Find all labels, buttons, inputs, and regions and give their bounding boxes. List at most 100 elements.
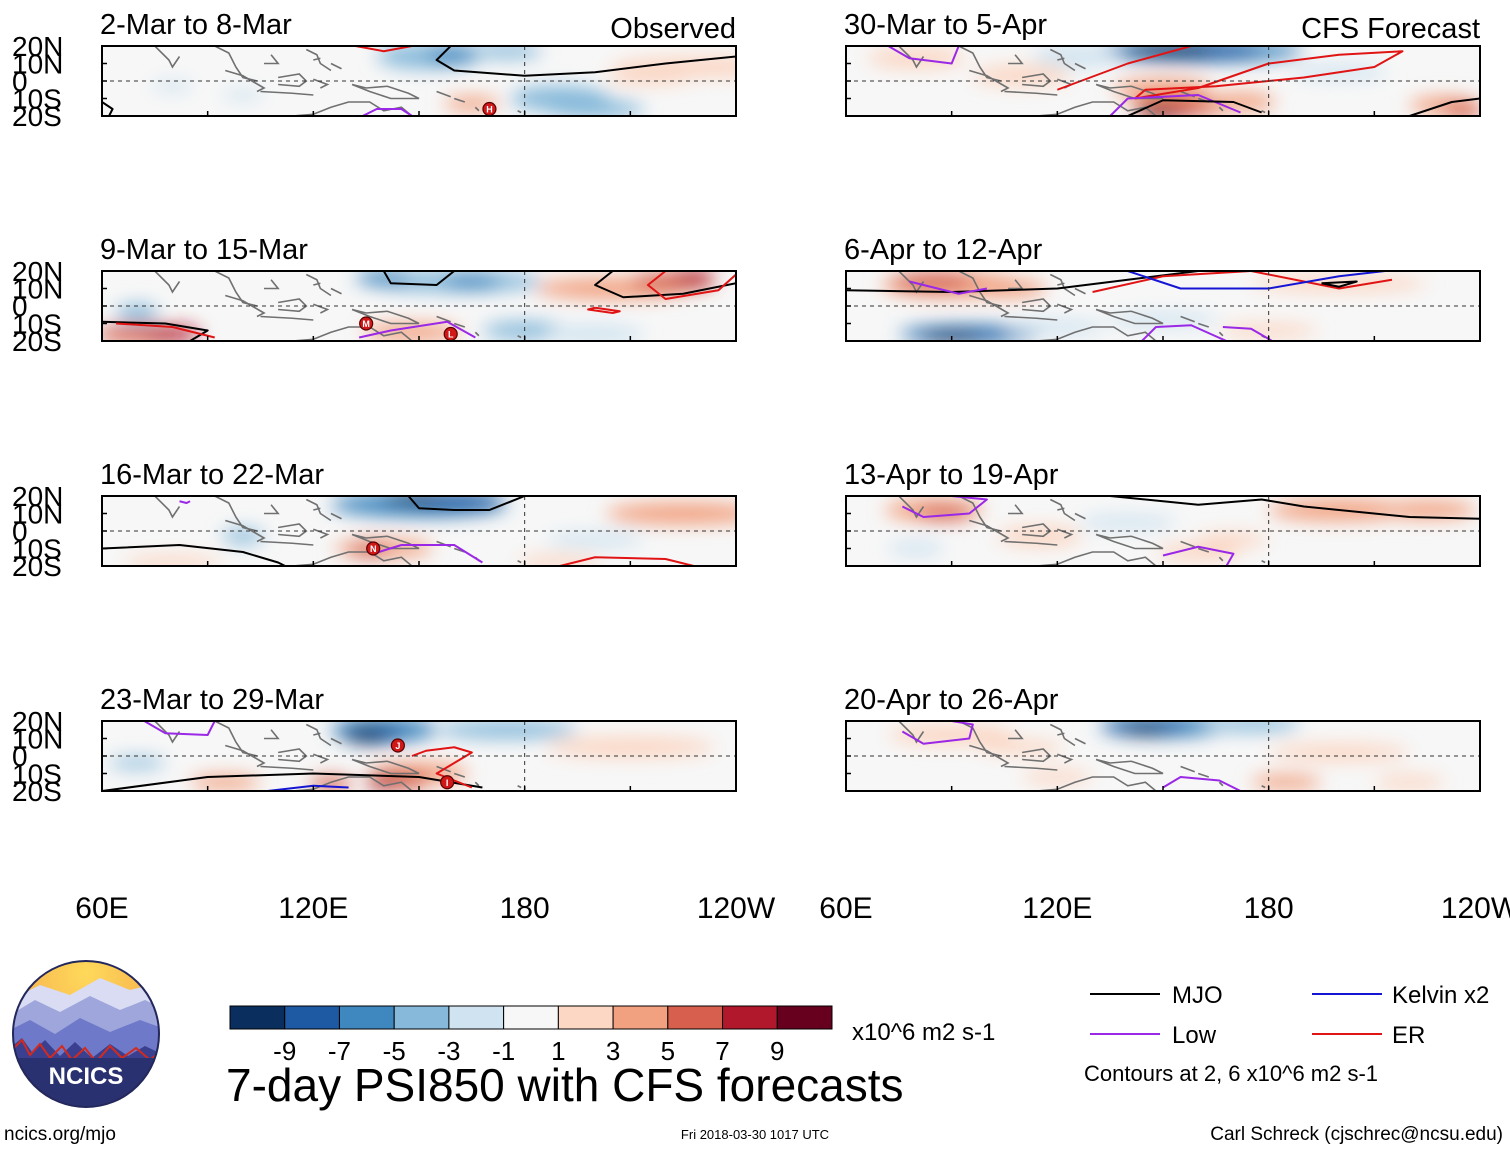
coastline — [453, 772, 466, 778]
coastline — [1261, 785, 1266, 789]
colorbar-swatch — [557, 1005, 614, 1030]
coastline — [351, 758, 420, 775]
anomaly-blob — [545, 736, 715, 758]
legend-label-low: Low — [1172, 1022, 1217, 1049]
anomaly-blob — [1377, 501, 1477, 519]
contour-line — [1109, 94, 1241, 116]
storm-id: M — [362, 319, 370, 329]
ncics-logo: NCICS — [12, 960, 160, 1108]
storm-id: L — [448, 330, 454, 340]
coastline — [1180, 540, 1195, 548]
contour-line — [901, 496, 988, 518]
panel-7: 13-Apr to 19-Apr — [844, 459, 1481, 567]
coastline — [330, 512, 342, 520]
contour-line — [559, 556, 694, 566]
anomaly-blob — [888, 541, 945, 556]
panel-5: 30-Mar to 5-Apr CFS Forecast — [844, 9, 1481, 117]
coastline — [1074, 737, 1086, 745]
contour-line — [102, 544, 286, 566]
coastline — [1261, 110, 1266, 114]
y-tick-label: 20N — [12, 256, 63, 287]
anomaly-blob — [355, 271, 412, 285]
credit: Carl Schreck (cjschrec@ncsu.edu) — [1210, 1124, 1503, 1145]
panel-label: 16-Mar to 22-Mar — [100, 459, 324, 491]
coastline — [1095, 758, 1164, 775]
coastline — [969, 744, 1010, 768]
contour-line — [267, 784, 349, 791]
colorbar-swatch — [667, 1005, 724, 1030]
coastline — [154, 721, 181, 744]
coastline — [517, 560, 522, 564]
storm-marker: J — [390, 738, 405, 753]
panel-source-label: Observed — [610, 13, 736, 45]
anomaly-blob — [979, 740, 1065, 755]
storm-marker: M — [359, 316, 374, 331]
x-tick-label: 120W — [1441, 892, 1510, 925]
coastline — [1021, 298, 1052, 313]
coastline — [313, 282, 321, 286]
y-tick-label: 20S — [12, 101, 62, 132]
coastline — [1197, 547, 1210, 553]
contour-line — [1162, 776, 1241, 791]
coastline — [264, 504, 280, 515]
anomaly-blob — [345, 728, 388, 742]
colorbar-tick-label: 7 — [715, 1036, 729, 1066]
coastline — [260, 315, 314, 321]
coastline — [1261, 560, 1266, 564]
coastline — [1008, 504, 1024, 515]
storm-marker: I — [440, 775, 455, 790]
contour-line — [1321, 280, 1358, 288]
anomaly-blob — [1022, 770, 1093, 784]
y-tick-label: 0 — [12, 741, 28, 772]
anomaly-blob — [888, 724, 1016, 746]
coastline — [1057, 282, 1065, 286]
coastline — [264, 279, 280, 290]
coastline — [277, 298, 308, 313]
coastline — [1197, 772, 1210, 778]
contour-line — [1092, 271, 1252, 293]
storm-id: H — [486, 105, 493, 115]
colorbar-swatch — [393, 1005, 450, 1030]
coastline — [1095, 308, 1164, 325]
anomaly-blob — [443, 274, 501, 289]
coastline — [277, 73, 308, 88]
colorbar-tick-label: -5 — [383, 1036, 406, 1066]
coastline — [313, 57, 321, 61]
coastline — [225, 744, 266, 768]
coastline — [330, 62, 342, 70]
coastline — [351, 308, 420, 325]
coastline — [1218, 781, 1224, 787]
anomaly-blob — [962, 279, 1047, 298]
coastline — [1057, 57, 1065, 61]
anomaly-blob — [109, 757, 166, 769]
panel-label: 30-Mar to 5-Apr — [844, 9, 1047, 41]
contour-line — [382, 271, 455, 286]
contour-line — [594, 271, 736, 299]
coastline — [1057, 732, 1065, 736]
contour-line — [887, 46, 960, 65]
colorbar-tick-label: -7 — [328, 1036, 351, 1066]
map-panels: H2-Mar to 8-Mar Observed20N10N010S20SML9-… — [12, 9, 1481, 807]
contour-line — [179, 500, 191, 504]
coastline — [474, 781, 480, 787]
panel-6: 6-Apr to 12-Apr — [844, 234, 1481, 342]
y-tick-label: 20S — [12, 551, 62, 582]
coastline — [1008, 54, 1024, 65]
y-tick-label: 0 — [12, 66, 28, 97]
colorbar-units: x10^6 m2 s-1 — [852, 1019, 995, 1046]
website-link[interactable]: ncics.org/mjo — [4, 1124, 116, 1145]
y-tick-label: 10N — [12, 274, 63, 305]
colorbar-tick-label: -1 — [492, 1036, 515, 1066]
panel-label: 13-Apr to 19-Apr — [844, 459, 1059, 491]
panel-label: 20-Apr to 26-Apr — [844, 684, 1059, 716]
colorbar-swatch — [776, 1005, 833, 1030]
contour-line — [355, 46, 413, 53]
coastline — [260, 540, 314, 546]
panel-label: 2-Mar to 8-Mar — [100, 9, 292, 41]
anomaly-blob — [1124, 724, 1167, 735]
legend-label-kelvin: Kelvin x2 — [1392, 982, 1489, 1009]
colorbar-swatch — [503, 1005, 559, 1030]
coastline — [330, 287, 342, 295]
